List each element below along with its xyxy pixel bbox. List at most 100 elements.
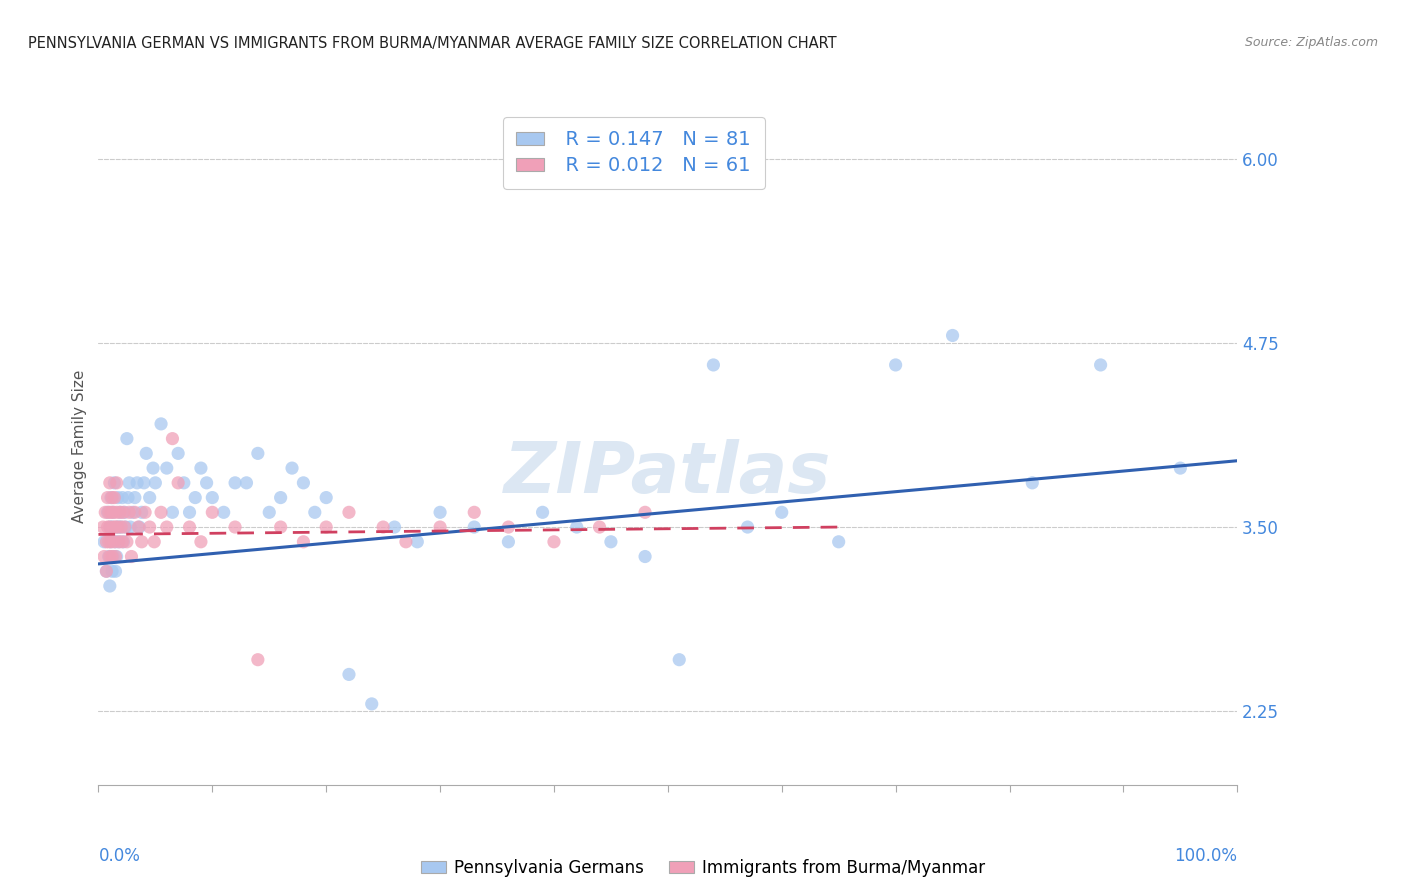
Point [565,520,588,534]
Point [105,475,128,490]
Point [270,491,292,505]
Point [103,505,125,519]
Point [93,534,115,549]
Point [304,505,326,519]
Point [105,549,128,564]
Point [498,534,520,549]
Point [634,549,657,564]
Point [770,505,793,519]
Point [103,520,125,534]
Point [131,505,153,519]
Point [259,505,281,519]
Point [105,520,128,534]
Point [270,520,292,534]
Point [121,505,143,519]
Point [103,534,125,549]
Point [103,549,125,564]
Point [96,520,118,534]
Point [118,475,141,490]
Point [138,491,160,505]
Point [429,505,451,519]
Point [111,491,134,505]
Point [100,534,122,549]
Point [107,520,129,534]
Point [114,505,136,519]
Point [101,491,124,505]
Point [337,667,360,681]
Point [127,475,149,490]
Point [600,534,623,549]
Point [97,549,120,564]
Point [531,505,554,519]
Point [105,505,128,519]
Point [96,505,118,519]
Point [131,534,153,549]
Y-axis label: Average Family Size: Average Family Size [72,369,87,523]
Point [201,491,224,505]
Point [162,505,184,519]
Point [100,491,122,505]
Point [132,475,155,490]
Point [96,564,118,578]
Point [110,520,132,534]
Point [135,446,157,460]
Point [118,505,141,519]
Point [195,475,218,490]
Point [101,549,124,564]
Point [97,505,120,519]
Point [224,475,246,490]
Point [173,475,195,490]
Point [702,358,724,372]
Point [201,505,224,519]
Point [104,520,127,534]
Point [115,534,138,549]
Point [150,505,173,519]
Point [103,475,125,490]
Point [108,505,131,519]
Point [124,491,146,505]
Point [281,461,304,475]
Point [668,653,690,667]
Point [114,520,136,534]
Text: Source: ZipAtlas.com: Source: ZipAtlas.com [1244,36,1378,49]
Point [107,491,129,505]
Point [142,461,165,475]
Point [103,505,125,519]
Point [98,549,121,564]
Point [315,520,337,534]
Point [292,475,315,490]
Point [543,534,565,549]
Text: 0.0%: 0.0% [98,847,141,865]
Legend: Pennsylvania Germans, Immigrants from Burma/Myanmar: Pennsylvania Germans, Immigrants from Bu… [413,853,993,884]
Point [406,534,429,549]
Point [150,417,173,431]
Point [111,534,134,549]
Point [104,564,127,578]
Point [498,520,520,534]
Point [98,475,121,490]
Point [108,520,131,534]
Point [179,520,201,534]
Point [96,564,118,578]
Point [184,491,207,505]
Point [588,520,610,534]
Point [96,491,118,505]
Point [110,520,132,534]
Point [190,461,212,475]
Point [371,520,394,534]
Point [337,505,360,519]
Point [112,534,135,549]
Point [94,505,117,519]
Text: PENNSYLVANIA GERMAN VS IMMIGRANTS FROM BURMA/MYANMAR AVERAGE FAMILY SIZE CORRELA: PENNSYLVANIA GERMAN VS IMMIGRANTS FROM B… [28,36,837,51]
Point [103,491,125,505]
Point [98,520,121,534]
Point [120,549,142,564]
Point [360,697,382,711]
Point [108,505,131,519]
Point [942,328,965,343]
Point [108,534,131,549]
Point [117,491,139,505]
Point [134,505,156,519]
Point [179,505,201,519]
Point [128,520,150,534]
